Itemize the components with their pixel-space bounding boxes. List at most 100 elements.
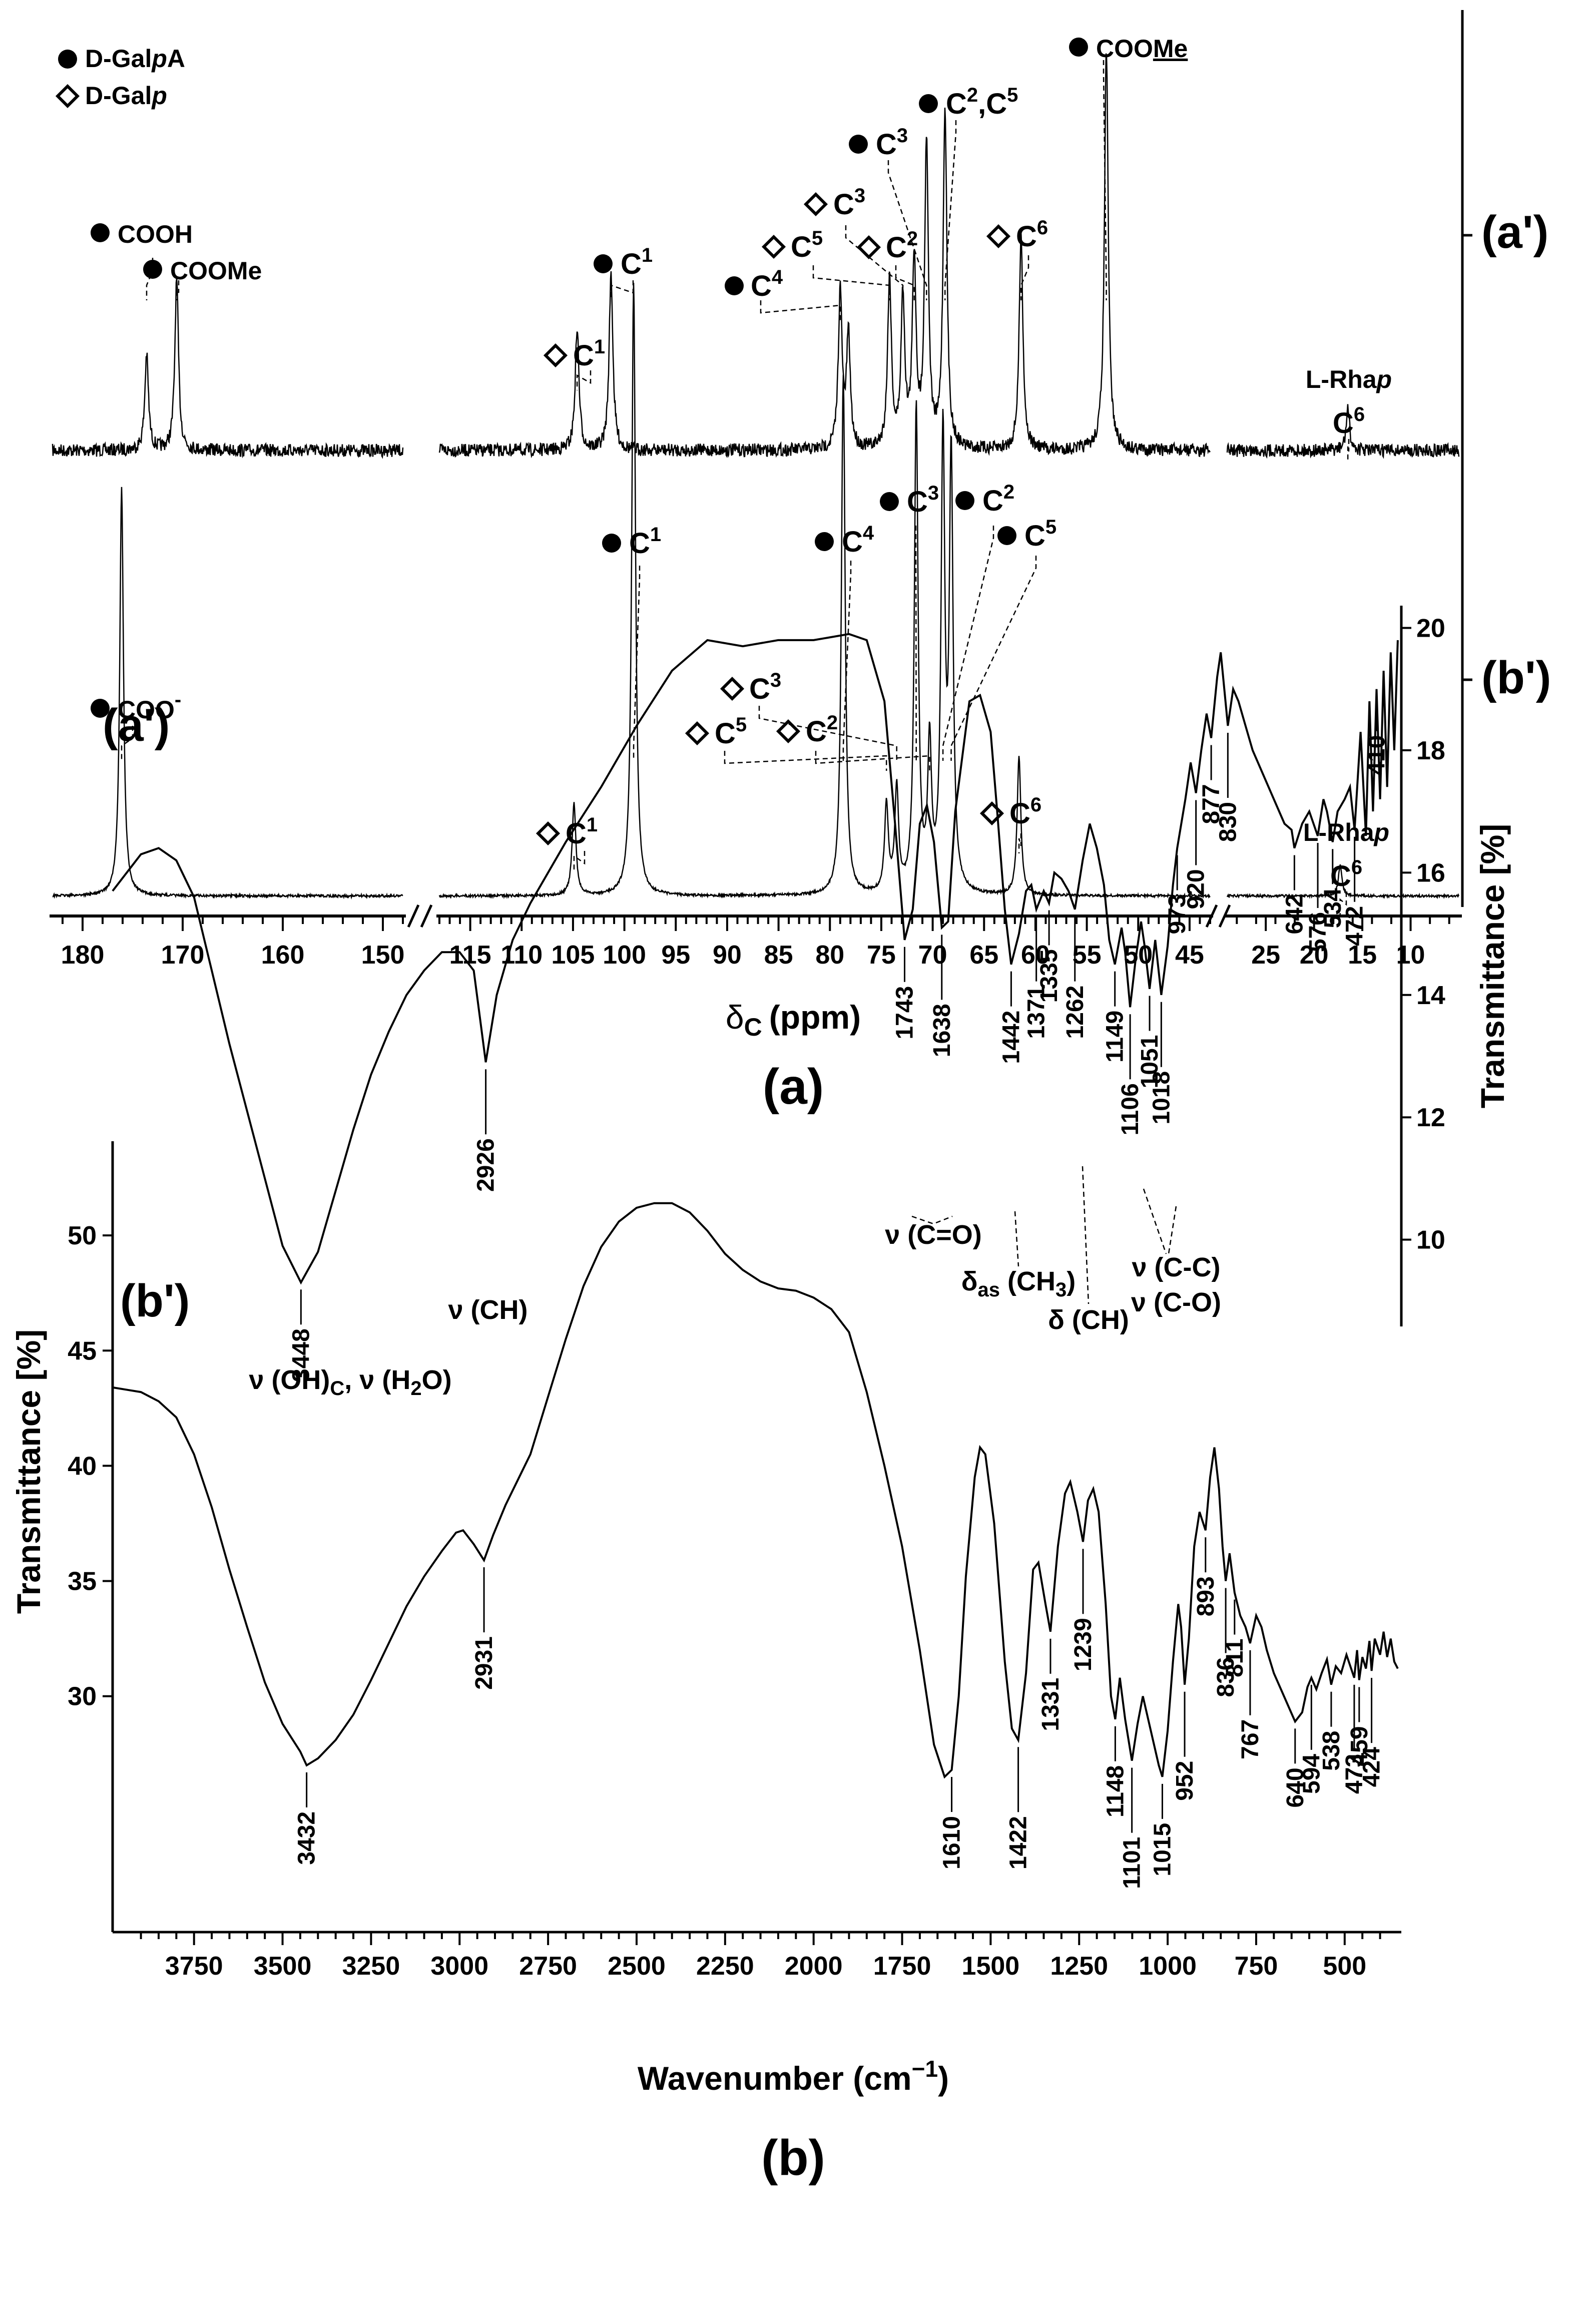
ir-axes: 3750 3500 3250 3000 2750 2500 2250 2000 1750 1500… [68, 606, 1445, 1981]
ir-trace-label-a-prime: (a') [103, 700, 170, 751]
ir-peak-label: 836 [1213, 1657, 1239, 1697]
nmr-x-tick-label: 105 [552, 941, 595, 970]
nmr-annotation: C5 [950, 516, 1056, 761]
ir-peak-label: 473 [1341, 1754, 1368, 1794]
ir-peak-label: 1148 [1102, 1765, 1129, 1817]
ir-peak-label: 1335 [1036, 949, 1062, 1003]
ir-peak-label: 952 [1172, 1761, 1198, 1801]
nmr-x-tick-label: 80 [815, 941, 844, 970]
nmr-trace-a-prime [52, 278, 404, 459]
nmr-trace-b-prime-segment-2 [438, 282, 1211, 899]
ir-trace-b-prime [112, 1202, 1399, 1779]
ir-x-tick-label: 2250 [696, 1952, 754, 1981]
nmr-annotation-label: COOMe [1096, 35, 1188, 63]
nmr-annotation-leader [1018, 833, 1022, 853]
galpa-marker-icon [602, 534, 621, 553]
nmr-annotation: C3 [720, 669, 897, 761]
nmr-annotation-label-line2: C6 [1330, 856, 1362, 892]
assign-delta-ch: δ (CH) [1048, 1305, 1129, 1335]
ir-peak-label: 642 [1281, 894, 1308, 934]
nmr-annotation-label: C3 [907, 482, 939, 518]
nmr-annotation-label: C2,C5 [946, 84, 1018, 120]
ir-x-tick-label: 1750 [873, 1952, 931, 1981]
ir-peak-label: 1239 [1070, 1618, 1097, 1671]
ir-x-tick-label: 1000 [1139, 1952, 1197, 1981]
nmr-annotation-label: C1 [573, 336, 605, 372]
nmr-annotation-leader [815, 751, 930, 771]
nmr-annotation-leader [576, 370, 592, 390]
ir-peak-label: 877 [1198, 784, 1225, 824]
nmr-annotation: C5 [685, 714, 887, 771]
ir-peak-label: 920 [1183, 869, 1210, 909]
nmr-annotation: L-Rhap C6 [1306, 365, 1392, 462]
nmr-x-tick-label: 15 [1348, 941, 1377, 970]
nmr-trace-a-prime-segment-2 [438, 53, 1211, 458]
nmr-annotation: C1 [543, 336, 605, 390]
nmr-annotation-leader [760, 300, 841, 320]
ir-peak-label: 1262 [1062, 986, 1089, 1039]
nmr-annotation-label: C5 [1024, 516, 1056, 552]
assign-nu-ch: ν (CH) [448, 1295, 528, 1325]
assign-nu-co: ν (C=O) [885, 1220, 982, 1250]
nmr-x-tick-label: 170 [161, 941, 205, 970]
galpa-marker-icon [815, 532, 834, 551]
ir-peak-label: 534 [1320, 888, 1346, 928]
nmr-annotation-label: C3 [749, 669, 781, 705]
nmr-annotation-leader [610, 280, 634, 300]
nmr-annotation-leader [121, 726, 134, 761]
nmr-annotation: C3 [880, 482, 939, 761]
nmr-trace-label-a-prime: (a') [1481, 207, 1548, 258]
ir-peak-label: 1371 [1023, 986, 1050, 1039]
nmr-axis-break [1205, 904, 1231, 928]
ir-peak-label: 973 [1164, 894, 1191, 934]
nmr-annotation-label: COOH [118, 220, 193, 248]
nmr-peak-annotations: COOHCOOMeC1C1C4C5C3C2C3C2,C5C6COOMeL-Rha… [91, 35, 1392, 914]
nmr-axis-break [407, 904, 433, 928]
ir-x-tick-label: 2500 [608, 1952, 666, 1981]
nmr-annotation: C4 [725, 266, 841, 320]
nmr-x-axis-title: δC (ppm) [726, 999, 861, 1041]
ir-peak-label: 830 [1215, 802, 1241, 842]
ir-peak-label: 811 [1222, 1639, 1248, 1677]
nmr-trace-b-prime-segment-3 [1226, 864, 1460, 899]
nmr-annotation: COOMe [143, 257, 262, 300]
ir-panel: 3750 3500 3250 3000 2750 2500 2250 2000 1750 1500… [10, 606, 1511, 2186]
ir-right-y-tick-label: 18 [1416, 736, 1445, 765]
nmr-x-tick-label: 85 [764, 941, 793, 970]
ir-x-axis-title: Wavenumber (cm−1) [638, 2056, 949, 2097]
ir-x-tick-label: 2000 [785, 1952, 843, 1981]
ir-peak-label: 1101 [1119, 1837, 1146, 1889]
galp-marker-icon [986, 224, 1011, 249]
galp-marker-icon [856, 235, 881, 260]
nmr-annotation-leader [812, 265, 890, 300]
nmr-x-tick-label: 160 [261, 941, 305, 970]
nmr-annotation-label: C1 [621, 244, 653, 280]
ir-peak-label: 424 [1359, 1747, 1385, 1787]
nmr-annotation: C1 [594, 244, 653, 300]
ir-x-tick-label: 750 [1235, 1952, 1278, 1981]
ir-right-y-tick-label: 16 [1416, 858, 1445, 887]
galpa-marker-icon [880, 492, 899, 511]
nmr-annotation: C4 [815, 522, 874, 761]
ir-trace-label-b-prime: (b') [120, 1275, 190, 1326]
nmr-annotation: C2 [776, 712, 930, 771]
nmr-annotation-leader [942, 526, 994, 761]
nmr-annotation: C2 [942, 481, 1014, 761]
nmr-annotation-leader [887, 160, 927, 300]
ir-peak-label: 1051 [1137, 1035, 1163, 1089]
nmr-annotation-leader [1347, 439, 1350, 462]
nmr-annotation-label-line2: C6 [1333, 403, 1365, 439]
nmr-x-axis: 180 170 160 150 115 110 105 100 95 90 85 80 75 70 65 60… [50, 904, 1462, 970]
nmr-annotation: C3 [803, 185, 904, 300]
nmr-annotation-label: C2 [806, 712, 838, 748]
nmr-annotation-label: C4 [751, 266, 783, 302]
ir-x-tick-label: 2750 [519, 1952, 577, 1981]
ir-left-y-tick-label: 45 [68, 1336, 97, 1365]
nmr-annotation-label: C5 [715, 714, 747, 750]
ir-peak-label: 1331 [1037, 1678, 1064, 1731]
nmr-x-tick-label: 45 [1175, 941, 1204, 970]
legend-galpa-label: D-GalpA [85, 45, 185, 73]
ir-peak-label: 576 [1305, 912, 1331, 952]
galpa-marker-icon [849, 135, 868, 154]
nmr-annotation-label: L-Rhap [1306, 365, 1392, 393]
